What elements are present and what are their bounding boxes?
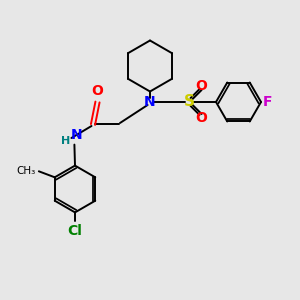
Text: N: N — [144, 95, 156, 109]
Text: N: N — [71, 128, 82, 142]
Text: O: O — [195, 79, 207, 92]
Text: CH₃: CH₃ — [16, 166, 35, 176]
Text: O: O — [195, 112, 207, 125]
Text: S: S — [184, 94, 194, 110]
Text: H: H — [61, 136, 70, 146]
Text: O: O — [92, 84, 104, 98]
Text: Cl: Cl — [68, 224, 82, 239]
Text: F: F — [263, 95, 273, 109]
